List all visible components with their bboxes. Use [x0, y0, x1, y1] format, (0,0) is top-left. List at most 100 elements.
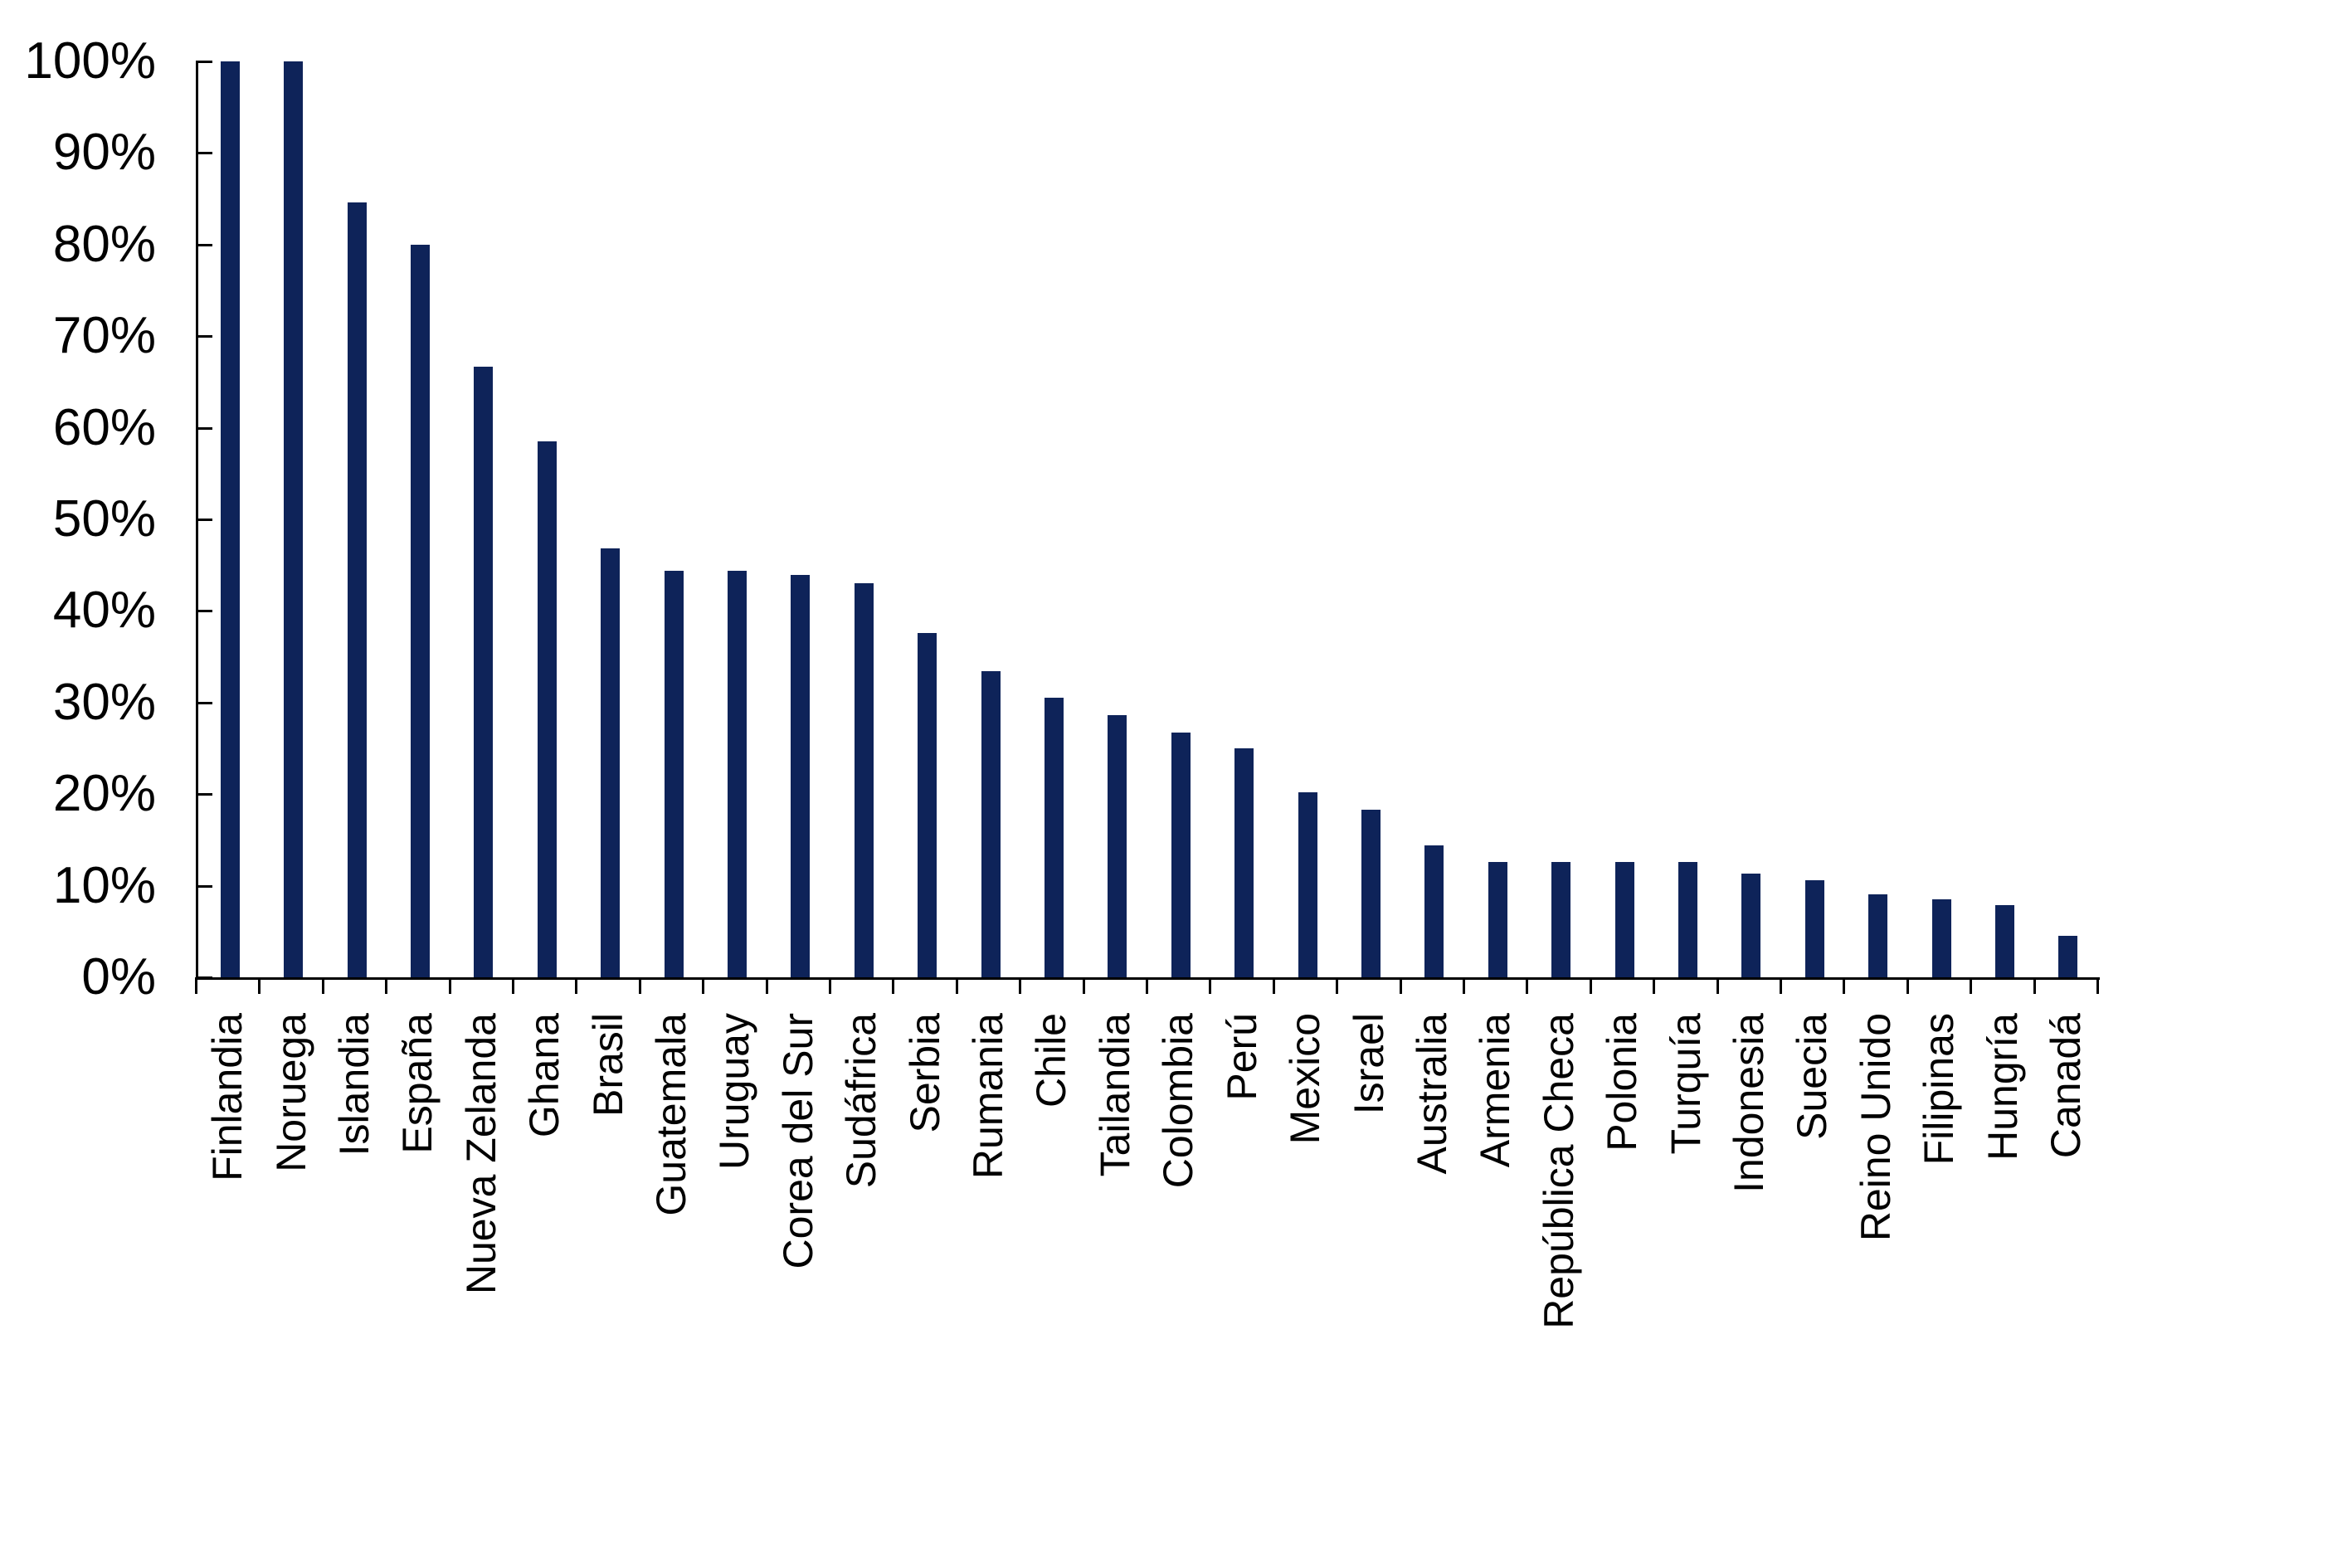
- x-label-cell-colombia: Colombia: [1147, 980, 1210, 1395]
- x-tick-2: [321, 977, 324, 994]
- bar-uruguay: [727, 570, 747, 977]
- bar-finlandia: [220, 61, 240, 977]
- x-tick-10: [829, 977, 831, 994]
- y-tick-100pct: [196, 61, 212, 63]
- x-tick-18: [1336, 977, 1339, 994]
- bar-slot-finlandia: [198, 61, 261, 977]
- x-label-cell-chile: Chile: [1020, 980, 1083, 1395]
- bar-slot-filipinas: [1910, 61, 1973, 977]
- bar-slot-peru: [1213, 61, 1276, 977]
- bar-slot-sudafrica: [832, 61, 895, 977]
- bar-serbia: [918, 632, 937, 977]
- bar-polonia: [1614, 861, 1634, 977]
- x-label-cell-polonia: Polonia: [1590, 980, 1653, 1395]
- y-label-90pct: 90%: [52, 124, 156, 182]
- x-label-filipinas: Filipinas: [1916, 1013, 1963, 1166]
- x-label-cell-uruguay: Uruguay: [703, 980, 766, 1395]
- x-tick-3: [385, 977, 388, 994]
- bar-nueva-zelanda: [474, 366, 494, 977]
- bar-slot-mexico: [1276, 61, 1339, 977]
- y-tick-90pct: [196, 152, 212, 155]
- bar-slot-indonesia: [1720, 61, 1783, 977]
- x-label-republica-checa: República Checa: [1535, 1013, 1582, 1329]
- bar-espana: [410, 244, 430, 977]
- x-tick-0: [195, 977, 197, 994]
- x-label-cell-brasil: Brasil: [576, 980, 639, 1395]
- x-tick-7: [638, 977, 641, 994]
- x-label-ghana: Ghana: [521, 1013, 568, 1138]
- y-tick-60pct: [196, 426, 212, 430]
- bar-slot-colombia: [1149, 61, 1212, 977]
- x-tick-25: [1780, 977, 1782, 994]
- x-label-cell-australia: Australia: [1400, 980, 1463, 1395]
- x-label-chile: Chile: [1028, 1013, 1075, 1108]
- x-label-cell-armenia: Armenia: [1463, 980, 1527, 1395]
- x-tick-23: [1653, 977, 1656, 994]
- bar-slot-chile: [1022, 61, 1085, 977]
- bar-armenia: [1488, 861, 1507, 977]
- bar-slot-australia: [1403, 61, 1466, 977]
- x-label-indonesia: Indonesia: [1725, 1013, 1772, 1193]
- bar-slot-reino-unido: [1847, 61, 1910, 977]
- bar-sudafrica: [854, 583, 874, 977]
- x-label-mexico: Mexico: [1282, 1013, 1329, 1145]
- x-label-espana: España: [394, 1013, 441, 1154]
- x-label-colombia: Colombia: [1155, 1013, 1202, 1189]
- x-tick-30: [2096, 977, 2099, 994]
- y-label-0pct: 0%: [81, 948, 156, 1006]
- x-label-sudafrica: Sudáfrica: [838, 1013, 885, 1189]
- bar-turquia: [1678, 861, 1698, 977]
- bar-slot-canada: [2037, 61, 2100, 977]
- y-tick-80pct: [196, 243, 212, 246]
- x-tick-11: [892, 977, 895, 994]
- x-label-australia: Australia: [1408, 1013, 1455, 1175]
- x-label-cell-reino-unido: Reino Unido: [1844, 980, 1907, 1395]
- x-label-cell-hungria: Hungría: [1970, 980, 2033, 1395]
- x-label-suecia: Suecia: [1789, 1013, 1836, 1140]
- bar-suecia: [1804, 879, 1824, 977]
- bar-noruega: [284, 61, 304, 977]
- bar-canada: [2058, 936, 2078, 977]
- bar-slot-guatemala: [642, 61, 705, 977]
- bar-republica-checa: [1551, 861, 1571, 977]
- x-label-serbia: Serbia: [901, 1013, 948, 1133]
- x-label-cell-noruega: Noruega: [259, 980, 322, 1395]
- x-label-corea-del-sur: Corea del Sur: [774, 1013, 821, 1269]
- x-label-cell-rumania: Rumania: [957, 980, 1020, 1395]
- x-label-cell-tailandia: Tailandia: [1083, 980, 1147, 1395]
- x-tick-8: [702, 977, 705, 994]
- x-tick-22: [1589, 977, 1592, 994]
- x-label-cell-nueva-zelanda: Nueva Zelanda: [450, 980, 513, 1395]
- y-label-50pct: 50%: [52, 490, 156, 548]
- x-label-cell-sudafrica: Sudáfrica: [830, 980, 893, 1395]
- x-label-brasil: Brasil: [584, 1013, 631, 1118]
- x-label-cell-espana: España: [386, 980, 449, 1395]
- x-label-cell-corea-del-sur: Corea del Sur: [767, 980, 830, 1395]
- bar-slot-turquia: [1656, 61, 1719, 977]
- x-label-cell-republica-checa: República Checa: [1527, 980, 1590, 1395]
- x-label-cell-filipinas: Filipinas: [1907, 980, 1970, 1395]
- y-tick-20pct: [196, 793, 212, 796]
- bar-slot-islandia: [325, 61, 388, 977]
- y-label-80pct: 80%: [52, 215, 156, 273]
- x-label-cell-mexico: Mexico: [1273, 980, 1337, 1395]
- bar-slot-israel: [1339, 61, 1402, 977]
- x-label-guatemala: Guatemala: [648, 1013, 695, 1216]
- bar-islandia: [347, 202, 367, 977]
- bar-slot-serbia: [895, 61, 958, 977]
- x-label-cell-turquia: Turquía: [1653, 980, 1717, 1395]
- bar-slot-polonia: [1593, 61, 1656, 977]
- y-label-100pct: 100%: [24, 32, 156, 90]
- x-label-canada: Canadá: [2042, 1013, 2089, 1159]
- x-label-cell-canada: Canadá: [2034, 980, 2097, 1395]
- y-label-70pct: 70%: [52, 307, 156, 365]
- bar-slot-tailandia: [1086, 61, 1149, 977]
- bar-slot-brasil: [578, 61, 641, 977]
- x-label-cell-suecia: Suecia: [1780, 980, 1843, 1395]
- bar-mexico: [1298, 792, 1317, 977]
- bar-slot-rumania: [959, 61, 1022, 977]
- bar-slot-suecia: [1783, 61, 1846, 977]
- y-label-60pct: 60%: [52, 398, 156, 456]
- x-label-cell-ghana: Ghana: [513, 980, 576, 1395]
- bar-slot-hungria: [1973, 61, 2036, 977]
